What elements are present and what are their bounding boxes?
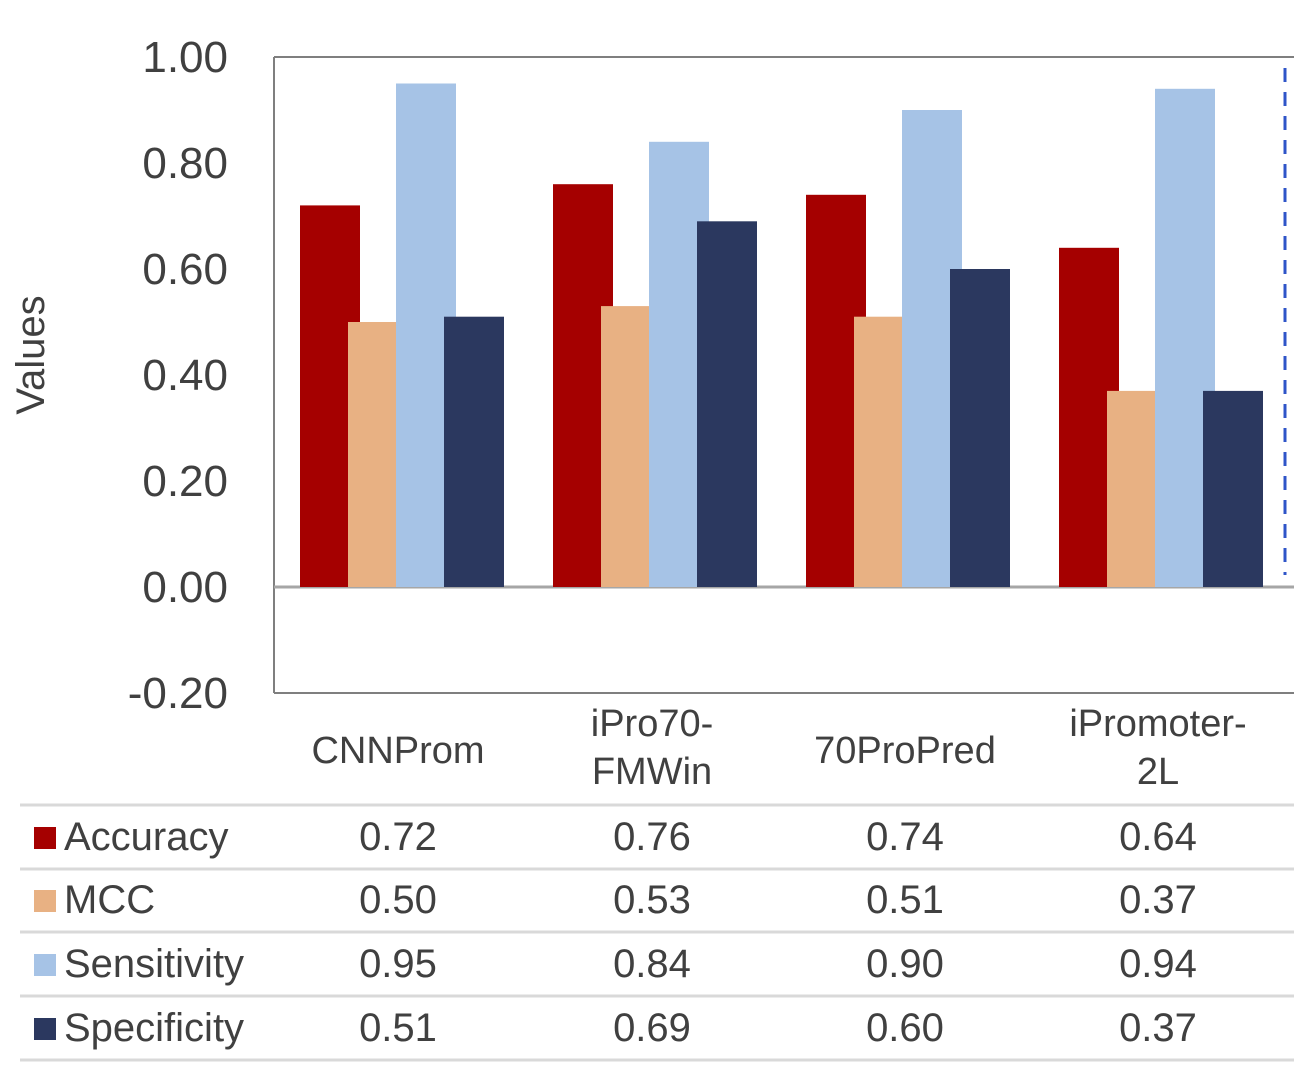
category-label: iPro70- [591, 703, 714, 745]
table-value: 0.50 [359, 878, 437, 922]
category-label: CNNProm [311, 730, 484, 772]
y-tick-label: 0.20 [142, 457, 228, 506]
bar-specificity-3 [950, 269, 1010, 587]
y-tick-label: 0.60 [142, 245, 228, 294]
table-value: 0.74 [866, 815, 944, 859]
bar-specificity-2 [697, 221, 757, 588]
table-value: 0.76 [613, 815, 691, 859]
category-label: 2L [1137, 751, 1179, 793]
y-tick-label: -0.20 [128, 669, 228, 718]
legend-swatch [34, 890, 56, 912]
table-value: 0.37 [1119, 1006, 1197, 1050]
table-value: 0.84 [613, 942, 691, 986]
y-tick-label: 1.00 [142, 33, 228, 82]
legend-label: Accuracy [64, 815, 229, 859]
legend-swatch [34, 954, 56, 976]
bars-group [300, 83, 1263, 588]
legend-label: Specificity [64, 1006, 244, 1050]
y-tick-label: 0.40 [142, 351, 228, 400]
legend-swatch [34, 1018, 56, 1040]
table-value: 0.37 [1119, 878, 1197, 922]
table-value: 0.53 [613, 878, 691, 922]
category-label: iPromoter- [1069, 703, 1246, 745]
legend-label: MCC [64, 878, 155, 922]
table-value: 0.64 [1119, 815, 1197, 859]
y-axis-label: Values [9, 295, 53, 414]
data-table: Accuracy 0.72 0.76 0.74 0.64 MCC 0.50 0.53 0.51 0… [20, 803, 1294, 1062]
y-tick-label: 0.00 [142, 563, 228, 612]
table-value: 0.95 [359, 942, 437, 986]
table-value: 0.72 [359, 815, 437, 859]
table-value: 0.51 [359, 1006, 437, 1050]
bar-specificity-4 [1203, 390, 1263, 587]
table-value: 0.90 [866, 942, 944, 986]
table-value: 0.51 [866, 878, 944, 922]
bar-specificity-1 [444, 316, 504, 587]
table-value: 0.94 [1119, 942, 1197, 986]
table-value: 0.69 [613, 1006, 691, 1050]
category-label: FMWin [592, 751, 712, 793]
legend-swatch [34, 827, 56, 849]
legend-label: Sensitivity [64, 942, 244, 986]
table-value: 0.60 [866, 1006, 944, 1050]
x-axis-categories: CNNProm iPro70- FMWin 70ProPred iPromoter- 2L [311, 703, 1246, 793]
y-axis-ticks: 1.00 0.80 0.60 0.40 0.20 0.00 -0.20 [128, 33, 228, 718]
y-tick-label: 0.80 [142, 139, 228, 188]
category-label: 70ProPred [814, 730, 996, 772]
